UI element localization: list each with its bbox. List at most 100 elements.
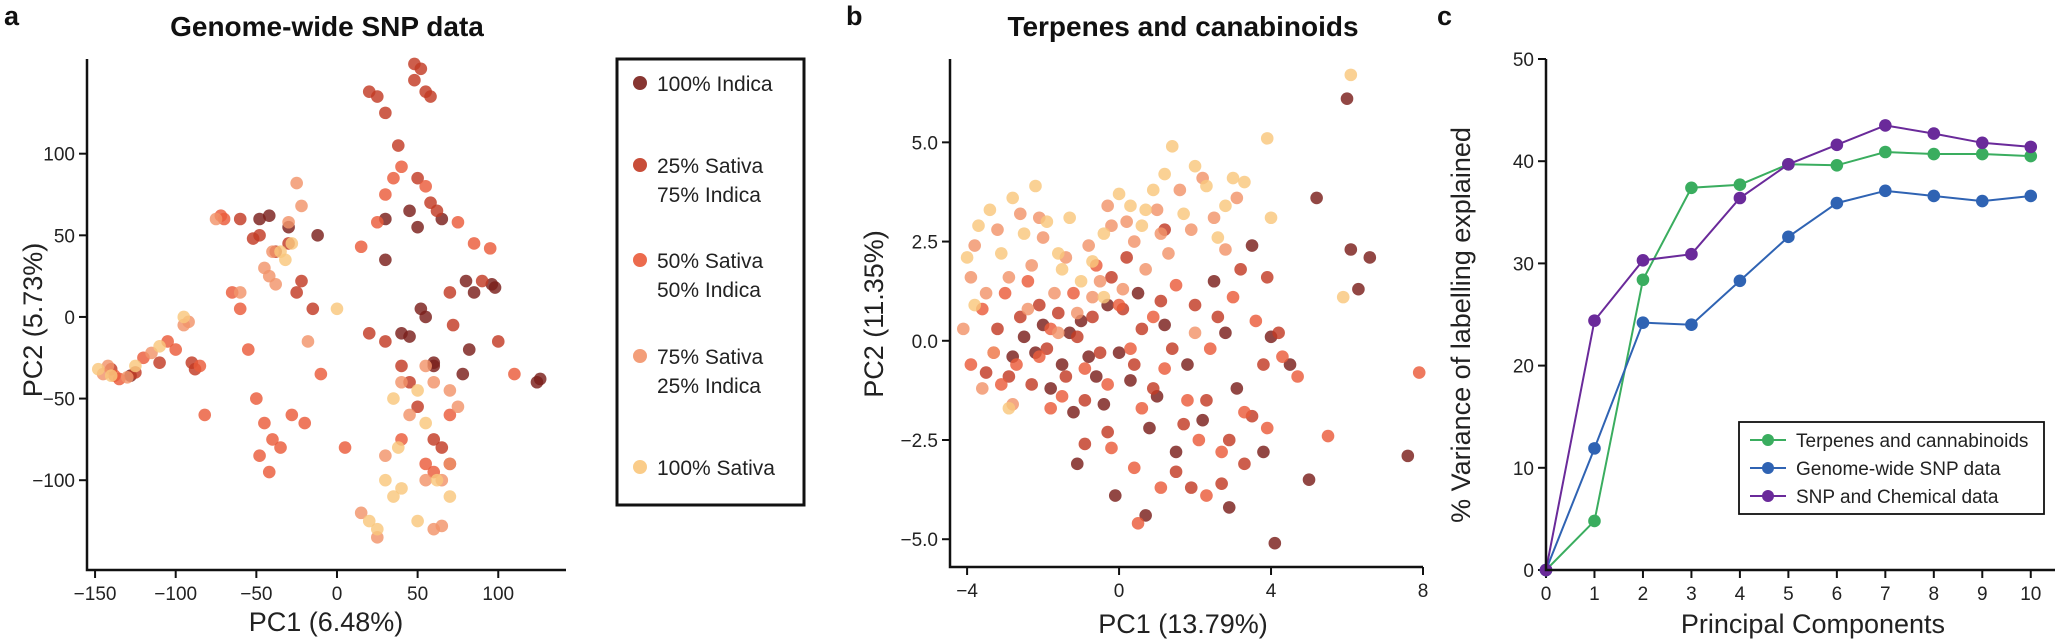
- scatter-point-sativa100: [968, 298, 981, 312]
- panel-c-legend-entries: Terpenes and cannabinoids Genome-wide SNP…: [1750, 431, 2028, 508]
- legend-marker-sativa100: [633, 460, 647, 474]
- scatter-point-sativa25: [1105, 270, 1118, 284]
- legend-box: [615, 57, 806, 507]
- scatter-point-sativa25: [430, 204, 444, 218]
- scatter-point-sativa100: [387, 490, 400, 503]
- scatter-point-sativa50: [371, 215, 384, 229]
- scatter-point-sativa25: [1260, 270, 1274, 284]
- scatter-point-sativa75: [427, 375, 441, 389]
- legend-label: SNP and Chemical data: [1796, 487, 1999, 508]
- scatter-point-sativa25: [153, 356, 166, 369]
- scatter-point-sativa50: [1124, 342, 1137, 356]
- scatter-point-sativa25: [391, 139, 405, 152]
- scatter-point-sativa50: [1238, 405, 1251, 419]
- scatter-point-sativa50: [1158, 362, 1171, 375]
- scatter-point-sativa50: [419, 180, 432, 193]
- panel-b-xlabel: PC1 (13.79%): [1098, 609, 1268, 639]
- scatter-point-sativa100: [1006, 191, 1019, 205]
- scatter-point-indica100: [311, 229, 324, 242]
- scatter-point-sativa100: [1200, 179, 1213, 193]
- scatter-point-sativa100: [1336, 290, 1350, 304]
- scatter-point-sativa25: [1272, 326, 1285, 340]
- scatter-point-sativa25: [233, 212, 247, 226]
- scatter-point-sativa100: [411, 514, 424, 528]
- series-point-0: [1733, 178, 1747, 192]
- scatter-point-sativa100: [391, 441, 405, 454]
- scatter-point-sativa100: [443, 490, 457, 503]
- legend-label: 75% Indica: [657, 184, 761, 207]
- scatter-point-sativa75: [1002, 270, 1016, 284]
- scatter-point-sativa100: [1040, 215, 1054, 229]
- scatter-point-sativa25: [408, 73, 421, 87]
- series-point-1: [1975, 194, 1989, 208]
- scatter-point-sativa50: [193, 359, 207, 373]
- scatter-point-sativa50: [198, 408, 212, 422]
- scatter-point-indica100: [1158, 318, 1171, 332]
- series-point-0: [2024, 149, 2038, 163]
- scatter-point-sativa100: [1211, 231, 1225, 244]
- panel-c-axes: [1544, 59, 2055, 572]
- panel-c-legend: Terpenes and cannabinoids Genome-wide SNP…: [1738, 421, 2045, 515]
- scatter-point-sativa50: [1010, 358, 1023, 371]
- scatter-point-sativa25: [1120, 251, 1133, 264]
- scatter-point-sativa50: [258, 416, 271, 430]
- x-tick-label: −150: [74, 584, 117, 605]
- scatter-point-indica100: [1044, 382, 1057, 395]
- panel-c-legend-box: [1738, 421, 2045, 515]
- scatter-point-sativa75: [964, 270, 978, 284]
- panel-c-xlabel: Principal Components: [1681, 609, 1945, 639]
- scatter-point-sativa25: [491, 335, 505, 348]
- scatter-point-sativa50: [1135, 401, 1149, 415]
- scatter-point-sativa25: [371, 90, 384, 103]
- series-point-2: [1782, 157, 1795, 171]
- legend-marker-indica100: [633, 76, 647, 90]
- scatter-point-sativa100: [371, 522, 384, 536]
- scatter-point-sativa25: [1200, 394, 1213, 407]
- x-tick-label: 0: [332, 584, 343, 605]
- scatter-point-sativa75: [991, 223, 1004, 236]
- panel-a-title: Genome-wide SNP data: [170, 11, 484, 42]
- scatter-point-sativa25: [1257, 358, 1270, 371]
- scatter-point-sativa50: [1146, 310, 1160, 324]
- series-point-1: [1927, 189, 1941, 203]
- scatter-point-sativa50: [1412, 366, 1426, 379]
- scatter-point-sativa75: [968, 239, 981, 252]
- scatter-point-indica100: [1169, 445, 1183, 459]
- scatter-point-sativa50: [994, 378, 1008, 391]
- scatter-point-sativa25: [1002, 370, 1016, 383]
- scatter-point-sativa100: [1177, 207, 1190, 221]
- legend-marker-sativa25: [633, 158, 647, 172]
- scatter-point-sativa75: [403, 408, 416, 422]
- panel-c: c 0 1 2 3 4 5 6 7 8 9 10 0 10 20 30 40 50 Principal Comp…: [1437, 1, 2055, 639]
- scatter-point-sativa50: [1215, 445, 1228, 459]
- scatter-point-sativa100: [1135, 219, 1149, 232]
- y-tick-label: 0: [1523, 561, 1534, 582]
- scatter-point-indica100: [1089, 370, 1103, 383]
- panel-c-label: c: [1437, 1, 1452, 31]
- scatter-point-sativa25: [1059, 370, 1073, 383]
- scatter-point-sativa25: [419, 85, 432, 98]
- scatter-point-sativa50: [1101, 378, 1114, 391]
- scatter-point-indica100: [1257, 445, 1270, 459]
- x-tick-label: 4: [1266, 581, 1277, 602]
- x-tick-label: 9: [1977, 584, 1988, 605]
- y-tick-label: 2.5: [912, 233, 938, 254]
- scatter-point-sativa100: [1219, 199, 1232, 213]
- legend-swatch-marker: [1762, 490, 1774, 502]
- scatter-point-sativa100: [177, 310, 191, 324]
- legend-label: Terpenes and cannabinoids: [1796, 431, 2028, 452]
- scatter-point-indica100: [1340, 92, 1354, 105]
- scatter-point-sativa75: [419, 359, 432, 373]
- scatter-point-sativa100: [1260, 132, 1274, 145]
- scatter-point-sativa50: [998, 286, 1012, 300]
- scatter-point-sativa75: [1139, 263, 1152, 276]
- scatter-point-sativa50: [250, 392, 263, 405]
- scatter-point-indica100: [403, 330, 416, 343]
- x-tick-label: −50: [240, 584, 272, 605]
- scatter-point-sativa25: [1188, 298, 1202, 312]
- scatter-point-sativa75: [282, 215, 295, 229]
- scatter-point-sativa50: [451, 215, 465, 229]
- scatter-point-sativa50: [1276, 350, 1289, 363]
- scatter-point-sativa25: [1070, 330, 1084, 344]
- scatter-point-indica100: [1070, 457, 1084, 471]
